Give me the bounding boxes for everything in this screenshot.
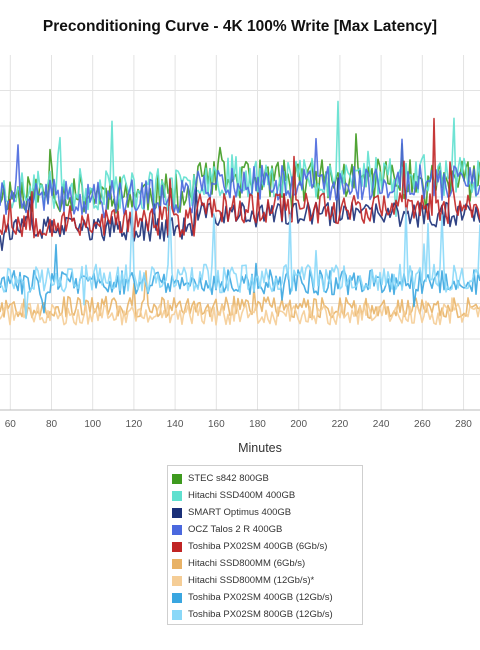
- chart-legend: STEC s842 800GB Hitachi SSD400M 400GB SMAR…: [167, 465, 363, 625]
- legend-swatch: [172, 592, 182, 603]
- x-tick-label: 160: [208, 419, 225, 430]
- x-tick-label: 180: [249, 419, 266, 430]
- legend-swatch: [172, 609, 182, 620]
- series-line-4: [0, 117, 480, 239]
- chart-title: Preconditioning Curve - 4K 100% Write [M…: [42, 18, 438, 35]
- series-line-5: [0, 270, 480, 320]
- legend-label: SMART Optimus 400GB: [188, 507, 292, 518]
- legend-item: Hitachi SSD800MM (6Gb/s): [172, 555, 362, 572]
- x-axis-label: Minutes: [238, 441, 282, 455]
- legend-label: Hitachi SSD400M 400GB: [188, 490, 296, 501]
- x-tick-label: 200: [290, 419, 307, 430]
- series-line-8: [0, 205, 480, 320]
- x-tick-label: 80: [46, 419, 58, 430]
- legend-label: STEC s842 800GB: [188, 473, 269, 484]
- legend-swatch: [172, 575, 182, 586]
- series-line-2: [0, 177, 480, 252]
- legend-item: Toshiba PX02SM 400GB (6Gb/s): [172, 538, 362, 555]
- legend-item: SMART Optimus 400GB: [172, 504, 362, 521]
- legend-swatch: [172, 473, 182, 484]
- legend-label: OCZ Talos 2 R 400GB: [188, 524, 283, 535]
- legend-label: Toshiba PX02SM 800GB (12Gb/s): [188, 609, 333, 620]
- x-tick-label: 140: [167, 419, 184, 430]
- legend-label: Hitachi SSD800MM (12Gb/s)*: [188, 575, 315, 586]
- legend-item: STEC s842 800GB: [172, 470, 362, 487]
- x-tick-label: 240: [373, 419, 390, 430]
- legend-item: Hitachi SSD800MM (12Gb/s)*: [172, 572, 362, 589]
- legend-item: Toshiba PX02SM 800GB (12Gb/s): [172, 606, 362, 623]
- x-tick-label: 120: [126, 419, 143, 430]
- legend-swatch: [172, 558, 182, 569]
- legend-swatch: [172, 490, 182, 501]
- legend-item: OCZ Talos 2 R 400GB: [172, 521, 362, 538]
- legend-label: Hitachi SSD800MM (6Gb/s): [188, 558, 306, 569]
- legend-swatch: [172, 507, 182, 518]
- legend-label: Toshiba PX02SM 400GB (12Gb/s): [188, 592, 333, 603]
- series-line-6: [0, 297, 480, 326]
- legend-item: Toshiba PX02SM 400GB (12Gb/s): [172, 589, 362, 606]
- legend-swatch: [172, 541, 182, 552]
- legend-label: Toshiba PX02SM 400GB (6Gb/s): [188, 541, 328, 552]
- series-line-3: [0, 137, 480, 219]
- x-tick-label: 260: [414, 419, 431, 430]
- x-tick-label: 60: [5, 419, 17, 430]
- x-tick-label: 220: [332, 419, 349, 430]
- x-tick-label: 100: [84, 419, 101, 430]
- x-tick-label: 280: [455, 419, 472, 430]
- legend-item: Hitachi SSD400M 400GB: [172, 487, 362, 504]
- legend-swatch: [172, 524, 182, 535]
